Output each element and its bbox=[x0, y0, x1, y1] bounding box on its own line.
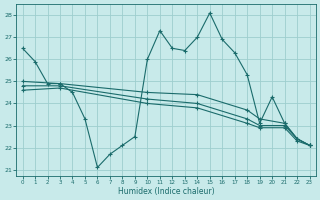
X-axis label: Humidex (Indice chaleur): Humidex (Indice chaleur) bbox=[118, 187, 214, 196]
